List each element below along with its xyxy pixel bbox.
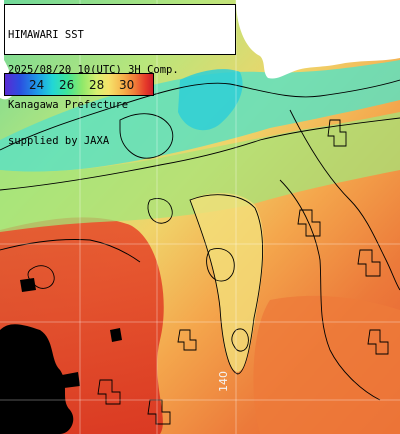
isotherm-line [0, 79, 400, 151]
isotherm-line [189, 194, 263, 375]
isotherm-line [357, 249, 381, 277]
isotherm-line [147, 399, 171, 425]
sst-colorbar: 24 26 28 30 [4, 73, 154, 96]
cloud-patch [0, 324, 74, 434]
isotherm-line [206, 248, 235, 282]
map-source: supplied by JAXA [8, 134, 110, 147]
isotherm-line [147, 198, 173, 224]
map-timestamp: 2025/08/20 10(UTC) 3H Comp. [8, 63, 179, 76]
isotherm-line [97, 379, 121, 405]
map-info-box: HIMAWARI SST 2025/08/20 10(UTC) 3H Comp.… [4, 4, 236, 147]
yellow-water-tongue [190, 193, 264, 372]
isotherm-line [119, 113, 174, 159]
cloud-patch [62, 372, 80, 388]
map-region: Kanagawa Prefecture [8, 99, 129, 112]
isotherm-line [297, 209, 321, 237]
colorbar-label: 24 [29, 78, 45, 92]
isotherm-line [279, 179, 381, 401]
isotherm-line [231, 328, 249, 352]
warm-water-southeast [253, 295, 400, 434]
longitude-label: 140 [217, 371, 230, 392]
green-water-band [0, 112, 400, 232]
isotherm-line [289, 109, 400, 291]
map-title: HIMAWARI SST [8, 28, 84, 41]
isotherm-line [367, 329, 389, 355]
isotherm-line [0, 117, 400, 191]
teal-water-bay [178, 69, 243, 131]
isotherm-line [327, 119, 347, 147]
cloud-mask [0, 278, 122, 434]
land-miura [267, 10, 277, 52]
land-honshu [236, 0, 400, 79]
colorbar-label: 26 [59, 78, 75, 92]
isotherm-contours [0, 79, 400, 425]
isotherm-line [0, 239, 141, 263]
cloud-patch [110, 328, 122, 342]
isotherm-line [177, 329, 197, 351]
isotherm-line [27, 265, 55, 289]
cloud-patch [20, 278, 36, 292]
colorbar-label: 28 [89, 78, 105, 92]
colorbar-label: 30 [119, 78, 135, 92]
